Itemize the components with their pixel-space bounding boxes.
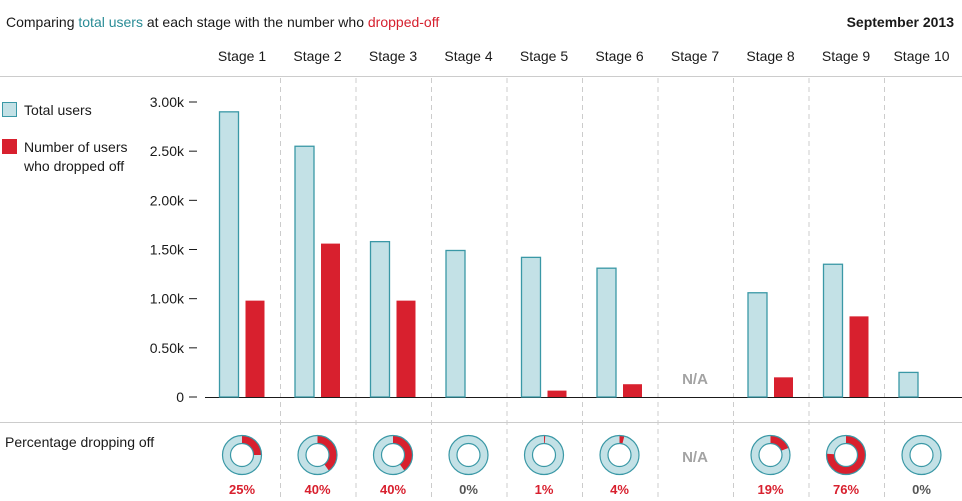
donut [825, 434, 867, 476]
donut-outer-ring [523, 434, 565, 476]
bar-dropped-off [849, 316, 869, 397]
legend-dropped-swatch [2, 139, 17, 154]
title-part2: at each stage with the number who [142, 14, 368, 30]
bar-dropped-off [396, 300, 416, 397]
chart-title: Comparing total users at each stage with… [6, 14, 439, 30]
donut [221, 434, 263, 476]
legend-total-swatch [2, 102, 17, 117]
y-tick-label: 0 [176, 389, 184, 405]
na-donut-label: N/A [682, 449, 708, 466]
donut-track [600, 435, 639, 475]
percent-label: 19% [757, 482, 783, 497]
bar-total-users [520, 256, 542, 398]
percentage-title: Percentage dropping off [5, 434, 155, 450]
donut-inner-ring [758, 442, 783, 468]
stage-header: Stage 9 [822, 48, 870, 64]
y-tick-label: 2.50k [150, 143, 185, 159]
donut-inner-ring [833, 442, 859, 468]
donut-dropped-segment [392, 435, 413, 471]
donut-outer-ring [901, 434, 942, 476]
stage-header: Stage 8 [746, 48, 794, 64]
na-label: N/A [682, 371, 708, 388]
bar-total-users [898, 371, 919, 398]
donut-track [449, 435, 488, 475]
y-tick-label: 1.50k [150, 242, 185, 258]
percent-label: 4% [610, 482, 629, 497]
bar-dropped-off [245, 300, 265, 397]
stage-header: Stage 10 [893, 48, 949, 64]
bar-dropped-off [321, 243, 340, 397]
stage-header: Stage 3 [369, 48, 417, 64]
donut-outer-ring [221, 434, 263, 476]
percent-label: 0% [459, 482, 478, 497]
donut-inner-ring [531, 442, 557, 468]
y-tick-label: 3.00k [150, 94, 185, 110]
chart-date: September 2013 [846, 14, 954, 30]
bar-total-users [822, 263, 844, 398]
stage-header: Stage 6 [595, 48, 643, 64]
donut-outer-ring [825, 434, 867, 476]
donut [448, 434, 489, 476]
bar-total-users [747, 292, 768, 398]
donut-outer-ring [448, 434, 489, 476]
bar-total-users [445, 249, 466, 398]
bar-total-users [294, 145, 315, 398]
bar-dropped-off [623, 384, 642, 397]
y-tick-label: 0.50k [150, 340, 185, 356]
percent-label: 0% [912, 482, 931, 497]
donut-inner-ring [607, 442, 632, 468]
donut [599, 434, 640, 476]
stage-header: Stage 7 [671, 48, 719, 64]
donut-outer-ring [599, 434, 640, 476]
donut-outer-ring [297, 434, 338, 476]
bar-total-users [218, 111, 240, 398]
donut-track [902, 435, 941, 475]
donut [750, 434, 791, 476]
donut-dropped-segment [826, 435, 866, 475]
donut [901, 434, 942, 476]
donut [372, 434, 414, 476]
donut-inner-ring [380, 442, 406, 468]
donut-inner-ring [909, 442, 934, 468]
bar-dropped-off [547, 390, 567, 397]
donut-inner-ring [229, 442, 255, 468]
donut [523, 434, 565, 476]
legend-dropped-label: Number of users who dropped off [24, 139, 128, 174]
donut-track [524, 435, 564, 475]
y-tick-label: 2.00k [150, 192, 185, 208]
donut-dropped-segment [241, 435, 262, 456]
percent-label: 25% [229, 482, 255, 497]
bar-total-users [369, 240, 391, 398]
donut-outer-ring [750, 434, 791, 476]
bar-total-users [596, 267, 617, 398]
stage-header: Stage 1 [218, 48, 266, 64]
donut-outer-ring [372, 434, 414, 476]
donut [297, 434, 338, 476]
donut-dropped-segment [317, 435, 337, 471]
percent-label: 76% [833, 482, 859, 497]
donut-dropped-segment [770, 435, 789, 452]
stage-header: Stage 2 [293, 48, 341, 64]
percent-label: 1% [535, 482, 554, 497]
stage-header: Stage 4 [444, 48, 492, 64]
bar-dropped-off [774, 377, 793, 397]
legend-total-label: Total users [24, 102, 92, 118]
percent-label: 40% [304, 482, 330, 497]
y-tick-label: 1.00k [150, 291, 185, 307]
percent-label: 40% [380, 482, 406, 497]
donut-inner-ring [305, 442, 330, 468]
donut-inner-ring [456, 442, 481, 468]
title-dropped-off: dropped-off [367, 14, 440, 30]
stage-header: Stage 5 [520, 48, 568, 64]
title-part1: Comparing [6, 14, 79, 30]
title-total-users: total users [78, 14, 143, 30]
